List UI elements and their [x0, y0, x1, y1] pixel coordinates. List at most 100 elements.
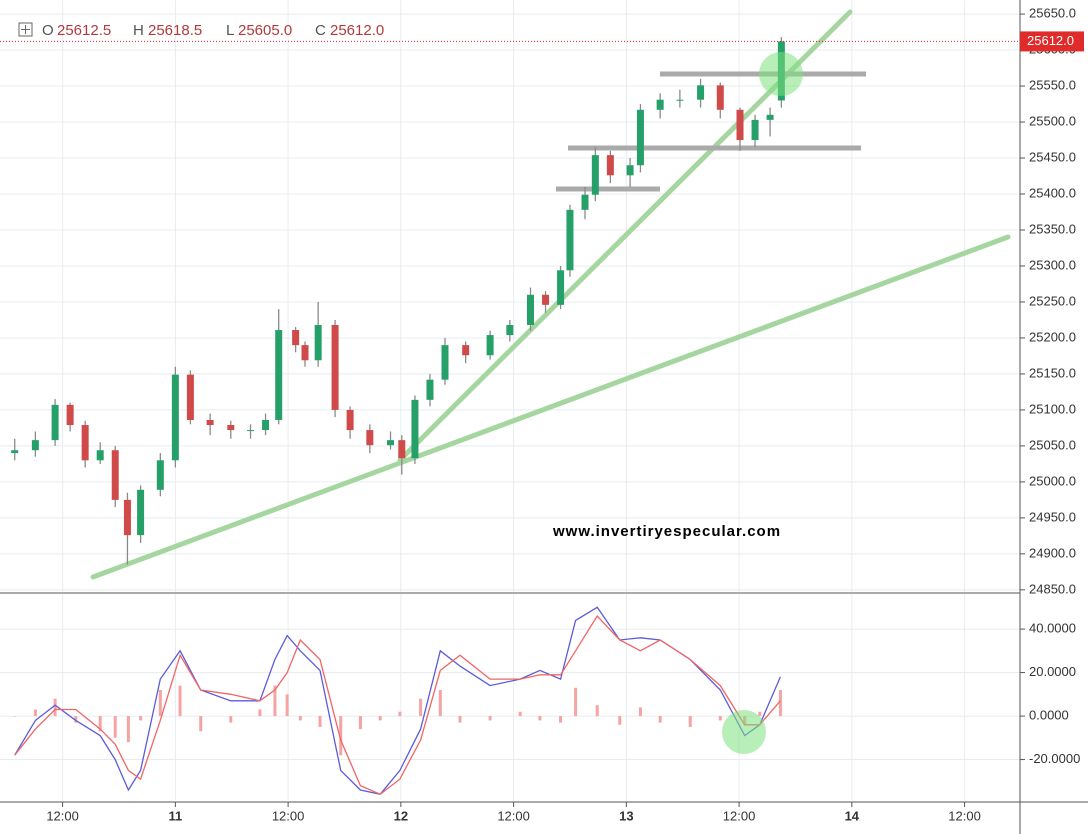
- ohlc-value: 25618.5: [148, 22, 202, 39]
- y-tick-label: 25400.0: [1029, 185, 1076, 200]
- y-tick-label: 25500.0: [1029, 113, 1076, 128]
- candle-body: [506, 324, 514, 336]
- candle-body: [66, 404, 74, 426]
- y-tick-label: 20.0000: [1029, 664, 1076, 679]
- histogram-bar: [398, 711, 402, 717]
- candle-body: [486, 335, 494, 356]
- x-tick-label: 12:00: [46, 808, 79, 823]
- candle-body: [275, 330, 283, 420]
- candle-body: [186, 374, 194, 420]
- histogram-bar: [358, 716, 362, 730]
- histogram-bar: [718, 716, 722, 721]
- histogram-bar: [13, 716, 17, 717]
- candle-body: [751, 119, 759, 141]
- candle-body: [366, 430, 374, 446]
- x-tick-label: 12:00: [723, 808, 756, 823]
- x-tick-label: 13: [619, 808, 633, 823]
- x-tick-label: 12: [394, 808, 408, 823]
- histogram-bar: [126, 716, 130, 743]
- y-tick-label: 24850.0: [1029, 581, 1076, 596]
- histogram-bar: [559, 716, 563, 723]
- histogram-bar: [688, 716, 692, 727]
- histogram-bar: [298, 716, 302, 721]
- candle-body: [636, 109, 644, 166]
- y-tick-label: 40.0000: [1029, 621, 1076, 636]
- y-tick-label: 25650.0: [1029, 6, 1076, 21]
- histogram-bar: [658, 716, 662, 723]
- candle-body: [736, 109, 744, 141]
- candle-body: [542, 294, 550, 305]
- histogram-bar: [229, 716, 233, 723]
- histogram-bar: [139, 716, 143, 721]
- histogram-bar: [258, 709, 262, 717]
- ohlc-value: 25612.5: [57, 22, 111, 39]
- histogram-bar: [618, 716, 622, 725]
- candle-body: [227, 425, 235, 431]
- histogram-bar: [98, 716, 102, 732]
- y-tick-label: 24900.0: [1029, 545, 1076, 560]
- y-tick-label: 25100.0: [1029, 401, 1076, 416]
- macd-line: [14, 614, 781, 796]
- histogram-bar: [33, 709, 37, 717]
- histogram-bar: [758, 711, 762, 717]
- histogram-bar: [178, 685, 182, 717]
- histogram-bar: [53, 698, 57, 717]
- histogram-bar: [595, 705, 599, 717]
- candle-body: [441, 345, 449, 380]
- histogram-bar: [518, 711, 522, 717]
- candle-body: [314, 324, 322, 361]
- histogram-bar: [574, 687, 578, 717]
- candle-body: [81, 425, 89, 461]
- histogram-bar: [285, 694, 289, 717]
- y-tick-label: 25150.0: [1029, 365, 1076, 380]
- candle-body: [137, 489, 145, 536]
- candle-body: [31, 440, 39, 451]
- ohlc-key: L: [226, 22, 234, 39]
- candle-body: [581, 194, 589, 210]
- candle-body: [606, 155, 614, 176]
- candle-body: [156, 460, 164, 490]
- last-price-label: 25612.0: [1027, 33, 1074, 48]
- ohlc-key: H: [133, 22, 144, 39]
- candle-body: [697, 85, 705, 100]
- histogram-bar: [488, 716, 492, 721]
- highlight-circle: [759, 52, 803, 96]
- candle-body: [331, 324, 339, 410]
- highlight-circle: [722, 710, 766, 754]
- candle-body: [626, 165, 634, 176]
- y-tick-label: -20.0000: [1029, 751, 1080, 766]
- candle-body: [51, 404, 59, 441]
- ohlc-key: C: [315, 22, 326, 39]
- y-tick-label: 25050.0: [1029, 437, 1076, 452]
- histogram-bar: [199, 716, 203, 732]
- candle-body: [656, 99, 664, 110]
- histogram-bar: [158, 689, 162, 717]
- candle-body: [676, 99, 684, 101]
- histogram-bar: [638, 707, 642, 717]
- candle-body: [766, 114, 774, 120]
- axis-layer: 12:00 11 12:00 12 12:00 13 12:00 14 12:00 24850.0…: [0, 6, 1084, 823]
- candle-body: [171, 374, 179, 461]
- y-tick-label: 25300.0: [1029, 257, 1076, 272]
- x-tick-label: 12:00: [497, 808, 530, 823]
- histogram-bar: [778, 689, 782, 717]
- ohlc-value: 25605.0: [238, 22, 292, 39]
- y-tick-label: 25450.0: [1029, 149, 1076, 164]
- candle-body: [557, 270, 565, 305]
- y-tick-label: 25250.0: [1029, 293, 1076, 308]
- ohlc-key: O: [42, 22, 54, 39]
- histogram-bar: [538, 716, 542, 721]
- candle-body: [262, 419, 270, 431]
- settings-icon[interactable]: [18, 22, 33, 37]
- candle-body: [527, 294, 535, 325]
- candle-body: [292, 330, 300, 346]
- candle-body: [111, 450, 119, 500]
- candle-body: [206, 419, 214, 426]
- ohlc-value: 25612.0: [330, 22, 384, 39]
- histogram-bar: [339, 716, 343, 756]
- histogram-bar: [273, 685, 277, 717]
- histogram-bar: [378, 716, 382, 721]
- histogram-bar: [458, 716, 462, 723]
- histogram-bar: [74, 716, 78, 723]
